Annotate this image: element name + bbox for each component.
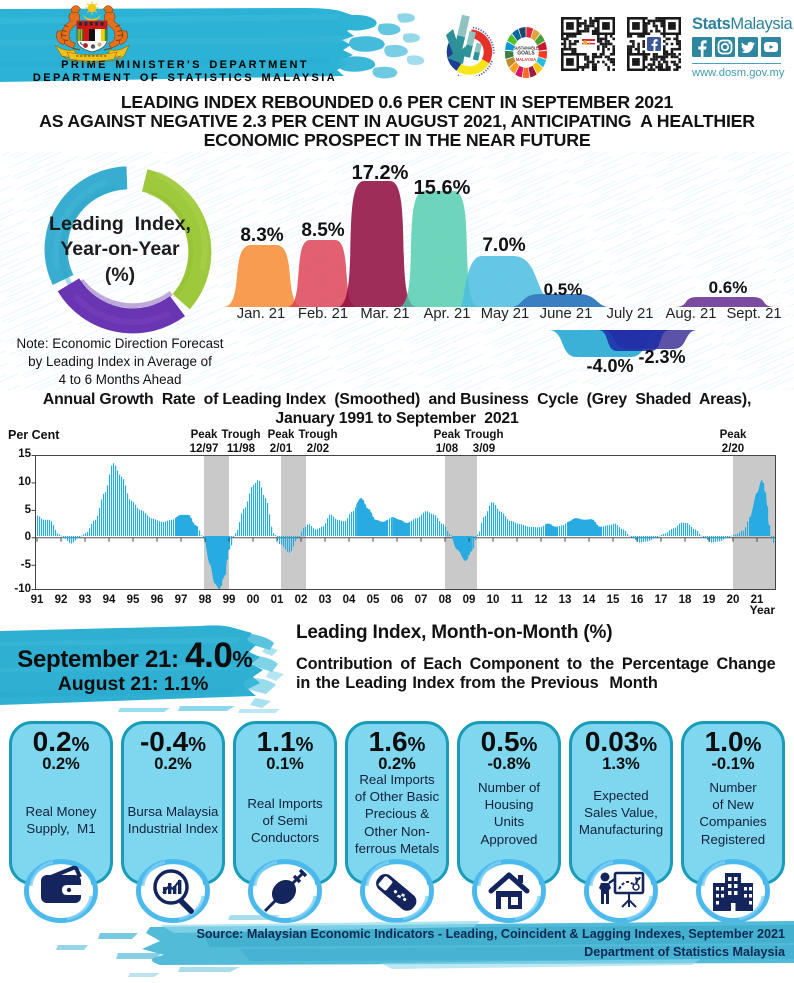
svg-text:SUSTAINABLE: SUSTAINABLE (514, 45, 539, 50)
svg-text:MALAYSIA: MALAYSIA (516, 57, 537, 62)
svg-text:GOALS: GOALS (517, 50, 535, 57)
